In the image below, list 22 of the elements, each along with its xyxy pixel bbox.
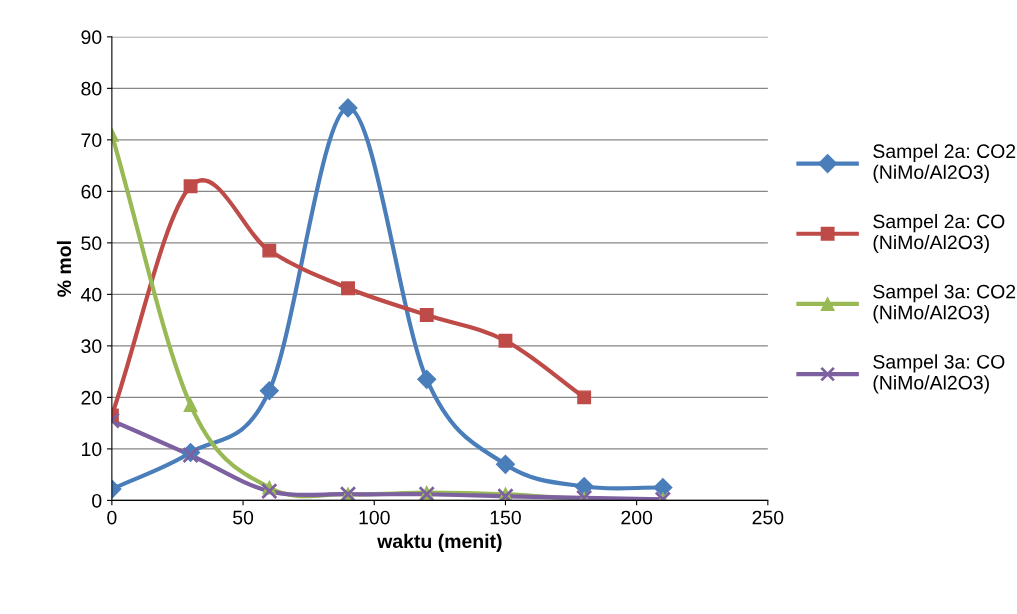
x-tick-label: 250 — [752, 510, 784, 525]
x-tick-label: 100 — [359, 510, 390, 525]
y-tick-label: 30 — [81, 339, 102, 354]
x-tick-label: 200 — [621, 510, 653, 525]
x-tick-label: 150 — [490, 510, 521, 525]
y-axis-title: % mol — [56, 241, 72, 297]
y-tick-label: 20 — [81, 390, 102, 405]
x-tick-label: 0 — [107, 510, 117, 525]
legend-label: Sampel 2a: CO (NiMo/Al2O3) — [873, 214, 1005, 254]
y-tick-label: 40 — [80, 287, 102, 302]
y-tick-label: 60 — [81, 184, 102, 199]
x-axis-title: waktu (menit) — [377, 533, 502, 552]
y-tick-label: 10 — [82, 442, 102, 457]
y-tick-label: 50 — [81, 236, 102, 251]
legend-label: Sampel 2a: CO2 (NiMo/Al2O3) — [873, 143, 1016, 183]
y-tick-label: 90 — [81, 30, 102, 45]
y-tick-label: 70 — [81, 133, 102, 148]
y-tick-label: 0 — [92, 493, 102, 508]
y-tick-label: 80 — [81, 81, 102, 96]
legend-label: Sampel 3a: CO (NiMo/Al2O3) — [873, 354, 1005, 394]
x-tick-label: 50 — [233, 510, 254, 525]
legend-label: Sampel 3a: CO2 (NiMo/Al2O3) — [873, 284, 1016, 324]
